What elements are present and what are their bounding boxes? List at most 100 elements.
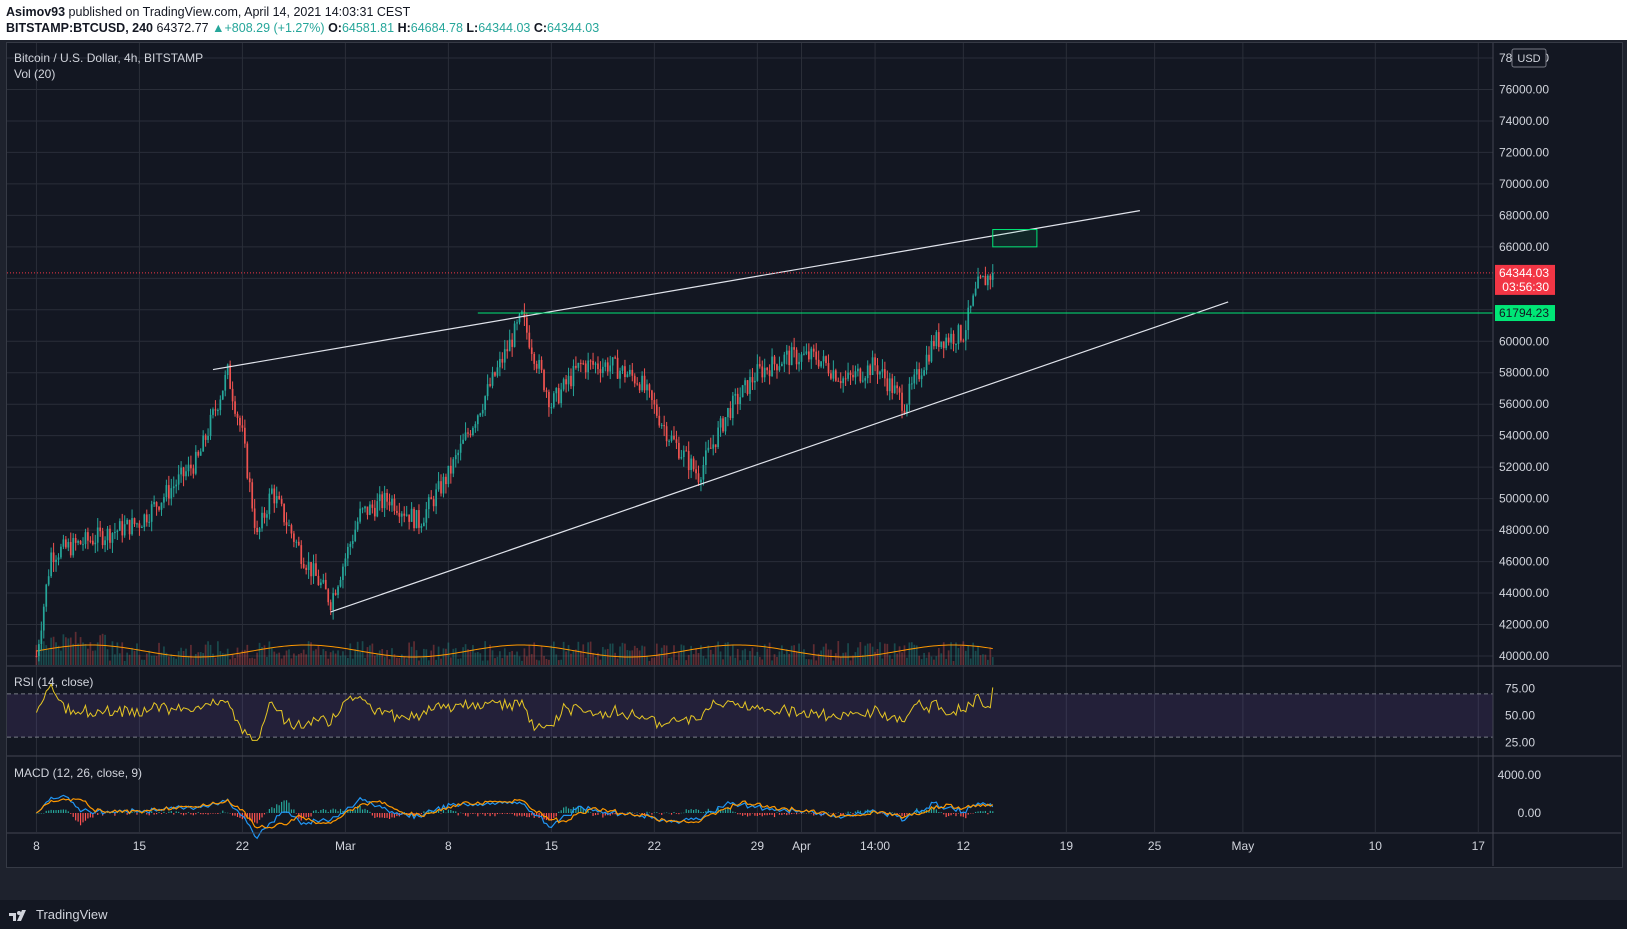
- macd-histogram-bar: [251, 813, 253, 823]
- candle-body: [611, 357, 614, 366]
- macd-histogram-bar: [190, 813, 192, 815]
- volume-bar: [192, 658, 195, 665]
- candle-body: [881, 369, 884, 372]
- candle-body: [42, 606, 45, 631]
- price-tick-label: 54000.00: [1499, 429, 1549, 443]
- volume-bar: [197, 652, 200, 665]
- volume-bar: [986, 659, 989, 665]
- macd-histogram-bar: [923, 810, 925, 813]
- volume-bar: [413, 641, 415, 665]
- macd-histogram-bar: [582, 808, 584, 813]
- candle-body: [616, 357, 619, 379]
- volume-bar: [594, 657, 597, 665]
- candle-body: [479, 413, 482, 416]
- candle-body: [474, 424, 477, 428]
- volume-bar: [229, 659, 232, 665]
- volume-bar: [638, 650, 641, 665]
- candle-body: [199, 451, 202, 456]
- candle-body: [516, 322, 518, 324]
- candle-body: [114, 531, 116, 534]
- candle-body: [685, 450, 688, 452]
- macd-histogram-bar: [342, 810, 344, 813]
- volume-bar: [700, 645, 702, 665]
- volume-bar: [888, 655, 891, 665]
- candle-body: [945, 337, 948, 349]
- candle-body: [491, 372, 494, 386]
- candle-body: [751, 377, 754, 383]
- macd-histogram-bar: [874, 812, 876, 814]
- volume-bar: [324, 651, 327, 665]
- candle-body: [165, 485, 168, 498]
- volume-bar: [327, 658, 330, 665]
- rsi-tick-label: 75.00: [1505, 682, 1535, 696]
- volume-bar: [248, 658, 251, 665]
- macd-histogram-bar: [859, 810, 861, 813]
- price-tick-label: 72000.00: [1499, 145, 1549, 159]
- macd-histogram-bar: [87, 813, 89, 819]
- candle-body: [408, 514, 411, 522]
- candle-body: [913, 374, 916, 384]
- volume-bar: [391, 648, 393, 665]
- candle-body: [729, 408, 732, 419]
- volume-bar: [820, 650, 822, 665]
- volume-bar: [685, 660, 688, 665]
- candle-body: [741, 385, 744, 398]
- candle-body: [231, 388, 234, 402]
- candle-body: [67, 542, 70, 548]
- candle-body: [832, 370, 835, 379]
- candle-body: [648, 384, 651, 391]
- macd-histogram-bar: [521, 813, 523, 817]
- candle-body: [758, 364, 761, 367]
- candle-body: [263, 512, 266, 518]
- chart-frame[interactable]: [6, 42, 1623, 868]
- volume-bar: [60, 650, 62, 665]
- candle-body: [761, 366, 764, 378]
- macd-histogram-bar: [590, 812, 592, 813]
- low-label: L:: [466, 21, 479, 35]
- volume-bar: [285, 650, 288, 665]
- macd-histogram-bar: [388, 813, 391, 819]
- volume-bar: [550, 645, 553, 665]
- volume-bar: [606, 648, 609, 665]
- macd-histogram-bar: [146, 813, 148, 815]
- volume-bar: [609, 643, 612, 665]
- volume-bar: [400, 654, 403, 665]
- macd-histogram-bar: [423, 811, 425, 813]
- candle-body: [278, 496, 281, 500]
- candle-body: [111, 533, 114, 543]
- macd-histogram-bar: [678, 813, 680, 815]
- macd-histogram-bar: [263, 813, 266, 815]
- macd-histogram-bar: [560, 810, 562, 813]
- candle-body: [893, 385, 896, 393]
- candle-body: [771, 356, 773, 377]
- candle-body: [418, 510, 420, 528]
- volume-bar: [577, 641, 580, 665]
- time-tick-label: 8: [33, 839, 40, 853]
- macd-tick-label: 0.00: [1518, 806, 1542, 820]
- currency-badge[interactable]: USD: [1511, 48, 1547, 68]
- volume-bar: [194, 653, 197, 665]
- candle-body: [72, 537, 75, 556]
- tradingview-brand[interactable]: TradingView: [8, 907, 108, 922]
- macd-histogram-bar: [805, 813, 807, 814]
- macd-histogram-bar: [567, 808, 570, 813]
- macd-histogram-bar: [847, 811, 849, 813]
- candle-body: [349, 543, 352, 547]
- volume-bar: [344, 655, 347, 665]
- rsi-legend: RSI (14, close): [14, 675, 93, 689]
- candle-body: [925, 354, 928, 371]
- volume-bar: [562, 641, 565, 665]
- chart-canvas[interactable]: 78000.0076000.0074000.0072000.0070000.00…: [0, 0, 1627, 900]
- candle-body: [903, 410, 906, 414]
- macd-histogram-bar: [330, 809, 332, 813]
- rsi-band: [7, 693, 1493, 738]
- drawings: [7, 210, 1493, 613]
- publisher-name[interactable]: Asimov93: [6, 5, 66, 19]
- candle-body: [96, 527, 99, 543]
- macd-histogram-bar: [384, 813, 386, 818]
- macd-histogram-bar: [803, 812, 805, 814]
- candle-body: [722, 418, 724, 432]
- candle-body: [489, 384, 491, 386]
- footer: TradingView: [0, 900, 1627, 929]
- volume-bar: [459, 658, 462, 665]
